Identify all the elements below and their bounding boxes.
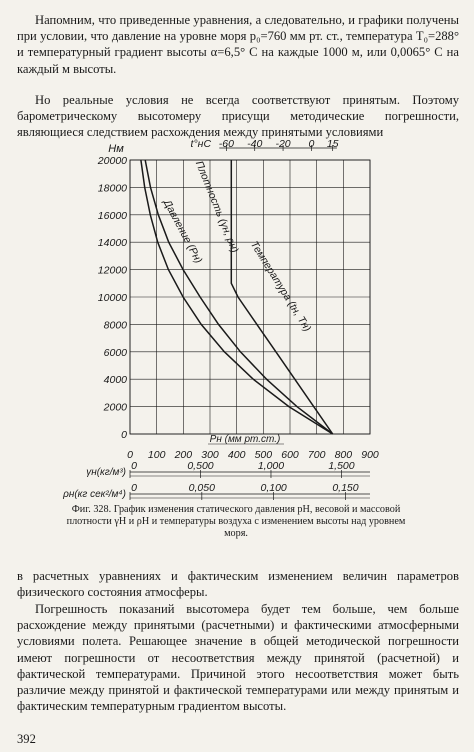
series-line-3 [230,160,334,435]
y-tick-label: 12000 [98,265,127,277]
y-tick-label: 14000 [98,237,127,249]
y-tick-label: 4000 [104,374,128,386]
weight-density-tick-label: 0 [131,460,137,472]
mass-density-tick-label: 0,050 [189,482,215,494]
y-tick-label: 10000 [98,292,127,304]
weight-density-axis-label: γн(кг/м³) [86,467,126,478]
page-number: 392 [17,732,36,746]
x-tick-label: 0 [127,449,133,461]
paragraph-2: Но реальные условия не всегда соответств… [17,93,459,140]
series-label-1: Давление (Pн) [160,197,204,266]
paragraph-1: Напомним, что приведенные уравнения, а с… [17,13,459,76]
x-tick-label: 900 [361,449,379,461]
weight-density-tick-label: 0,500 [187,460,213,472]
series-line-2 [144,159,334,435]
series-line-1 [140,159,334,435]
y-tick-label: 18000 [98,182,127,194]
x-axis-label: Pн (мм рт.ст.) [210,434,281,445]
altitude-chart: 0200040006000800010000120001400016000180… [62,138,379,500]
y-axis-label: Hм [108,143,124,155]
mass-density-axis-label: ρн(кг сек²/м⁴) [62,489,126,500]
series-label-3: Температура (tн, Tн) [248,239,313,334]
mass-density-tick-label: 0,100 [261,482,287,494]
series-label-2: Плотность (γн, ρн) [193,159,241,254]
temperature-tick-label: -60 [219,138,234,150]
y-tick-label: 2000 [103,402,128,414]
figure-caption: Фиг. 328. График изменения статического … [66,504,406,539]
mass-density-tick-label: 0,150 [332,482,358,494]
x-tick-label: 600 [281,449,299,461]
x-tick-label: 300 [201,449,219,461]
x-tick-label: 700 [308,449,326,461]
y-tick-label: 6000 [104,347,128,359]
x-tick-label: 800 [335,449,353,461]
y-tick-label: 20000 [97,155,127,167]
y-tick-label: 8000 [104,319,128,331]
paragraph-4: Погрешность показаний высотомера будет т… [17,602,459,714]
mass-density-tick-label: 0 [131,482,137,494]
plot-frame [129,159,371,435]
x-tick-label: 200 [174,449,193,461]
y-tick-label: 0 [121,429,127,441]
weight-density-tick-label: 1,500 [328,460,354,472]
temperature-tick-label: -40 [247,138,262,150]
x-tick-label: 100 [148,449,166,461]
temperature-tick-label: -20 [275,138,290,150]
temperature-axis-label: t°нC [191,138,212,150]
temperature-tick-label: 15 [327,138,339,150]
paragraph-3: в расчетных уравнениях и фактическим изм… [17,569,459,600]
x-tick-label: 500 [255,449,273,461]
y-tick-label: 16000 [98,210,127,222]
weight-density-tick-label: 1,000 [258,460,284,472]
temperature-tick-label: 0 [308,138,314,150]
x-tick-label: 400 [228,449,246,461]
